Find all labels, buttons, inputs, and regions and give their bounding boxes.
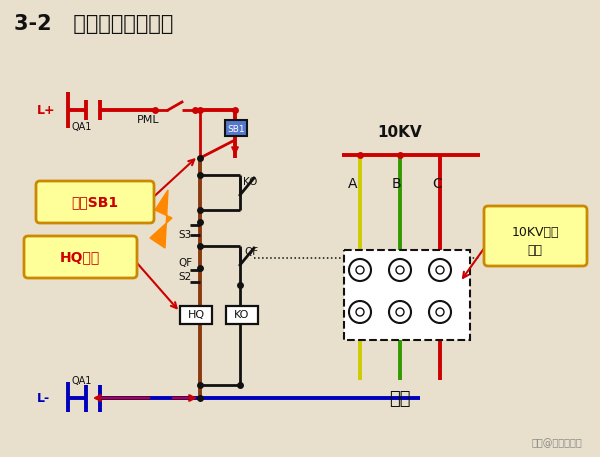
Polygon shape [150,190,172,248]
FancyBboxPatch shape [225,120,247,136]
Text: L-: L- [37,392,50,404]
Circle shape [429,301,451,323]
Text: HQ得电: HQ得电 [60,250,100,264]
Text: 3-2   防止开关跳跃原理: 3-2 防止开关跳跃原理 [14,14,173,34]
FancyBboxPatch shape [180,306,212,324]
Text: 按下SB1: 按下SB1 [71,195,119,209]
Text: 10KV: 10KV [377,125,422,140]
FancyBboxPatch shape [344,250,470,340]
Text: KO: KO [243,177,257,187]
Circle shape [356,308,364,316]
Circle shape [396,266,404,274]
Text: C: C [432,177,442,191]
Circle shape [389,259,411,281]
Text: PML: PML [137,115,160,125]
Text: KO: KO [235,310,250,320]
Text: 头条@兴福园电力: 头条@兴福园电力 [531,438,582,448]
Circle shape [436,308,444,316]
Circle shape [356,266,364,274]
Text: HQ: HQ [187,310,205,320]
Circle shape [436,266,444,274]
Circle shape [349,301,371,323]
Circle shape [389,301,411,323]
Text: L+: L+ [37,103,56,117]
Text: S2: S2 [178,272,191,282]
Text: A: A [348,177,358,191]
Text: 开关: 开关 [527,244,542,257]
Circle shape [396,308,404,316]
FancyBboxPatch shape [484,206,587,266]
FancyBboxPatch shape [24,236,137,278]
Text: SB1: SB1 [227,124,245,133]
Circle shape [429,259,451,281]
Text: B: B [392,177,401,191]
Text: QA1: QA1 [72,122,92,132]
FancyBboxPatch shape [226,306,258,324]
Text: 10KV真空: 10KV真空 [511,226,559,239]
Text: QA1: QA1 [72,376,92,386]
Text: QF: QF [244,247,258,257]
FancyBboxPatch shape [36,181,154,223]
Text: 负载: 负载 [389,390,411,408]
Text: S3: S3 [178,230,191,240]
Circle shape [349,259,371,281]
Text: QF: QF [178,258,192,268]
